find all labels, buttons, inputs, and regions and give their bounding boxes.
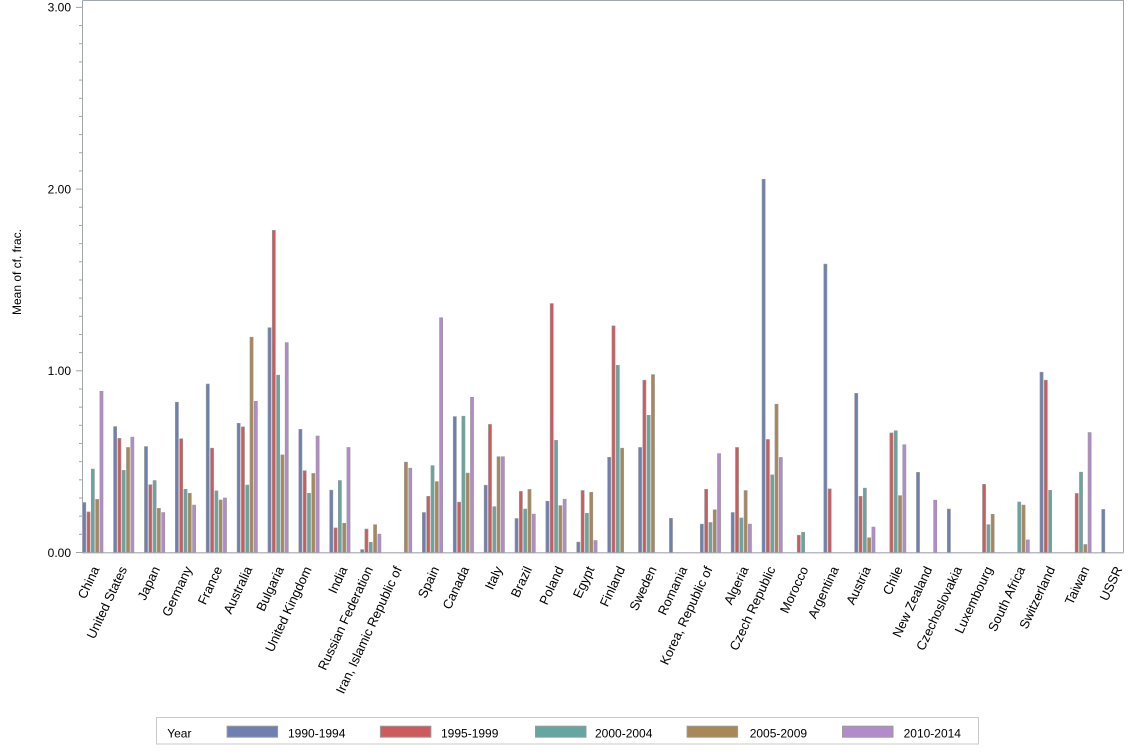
svg-text:Year: Year	[167, 726, 191, 740]
svg-text:2010-2014: 2010-2014	[904, 726, 962, 740]
svg-text:1995-1999: 1995-1999	[441, 726, 499, 740]
svg-text:2005-2009: 2005-2009	[750, 726, 808, 740]
svg-text:3.00: 3.00	[48, 1, 72, 15]
svg-text:0.00: 0.00	[48, 546, 72, 560]
svg-text:Mean of cf, frac.: Mean of cf, frac.	[10, 229, 24, 315]
svg-text:2.00: 2.00	[48, 182, 72, 196]
svg-text:1990-1994: 1990-1994	[288, 726, 346, 740]
svg-text:2000-2004: 2000-2004	[595, 726, 653, 740]
svg-text:1.00: 1.00	[48, 364, 72, 378]
